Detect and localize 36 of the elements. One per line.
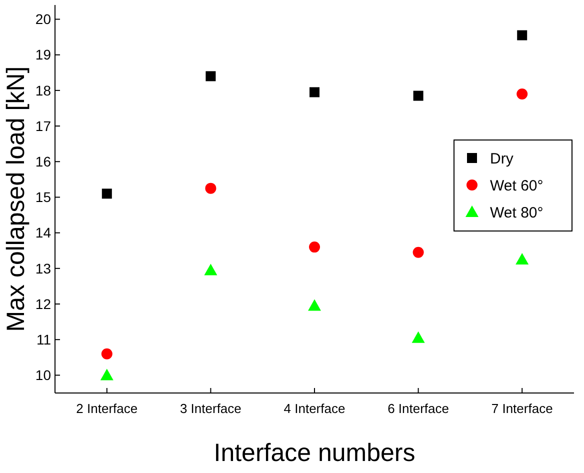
y-tick-label: 19 xyxy=(35,46,52,63)
y-tick-label: 14 xyxy=(35,224,52,241)
y-tick-label: 20 xyxy=(35,11,52,28)
point xyxy=(413,90,424,101)
y-tick-label: 13 xyxy=(35,260,52,276)
point xyxy=(100,368,114,380)
y-tick-label: 10 xyxy=(35,367,52,384)
point xyxy=(101,348,112,360)
y-tick-label: 12 xyxy=(35,296,52,312)
point xyxy=(517,30,528,40)
point xyxy=(309,242,320,253)
x-tick-label: 7 Interface xyxy=(491,401,553,416)
x-tick-label: 6 Interface xyxy=(388,401,450,416)
point xyxy=(516,88,528,100)
point xyxy=(308,299,321,311)
point xyxy=(310,87,320,98)
x-tick-label: 4 Interface xyxy=(284,401,346,416)
point xyxy=(102,188,112,199)
x-tick-label: 3 Interface xyxy=(180,401,242,416)
point xyxy=(205,182,216,194)
y-tick-label: 18 xyxy=(35,82,52,98)
point xyxy=(412,246,424,258)
y-axis-title: Max collapsed load [kN] xyxy=(2,66,30,332)
y-tick-label: 16 xyxy=(35,154,52,170)
legend-label: Wet 60° xyxy=(490,177,544,194)
y-tick-label: 15 xyxy=(35,189,52,206)
y-tick-label: 17 xyxy=(35,118,52,134)
y-tick-label: 11 xyxy=(36,332,52,348)
legend-label: Wet 80° xyxy=(490,204,544,222)
x-tick-label: 2 Interface xyxy=(76,401,138,416)
point xyxy=(206,71,216,82)
point xyxy=(516,253,529,265)
legend-label: Dry xyxy=(490,150,514,168)
x-axis-title: Interface numbers xyxy=(214,439,416,467)
point xyxy=(412,331,425,343)
point xyxy=(204,264,218,276)
